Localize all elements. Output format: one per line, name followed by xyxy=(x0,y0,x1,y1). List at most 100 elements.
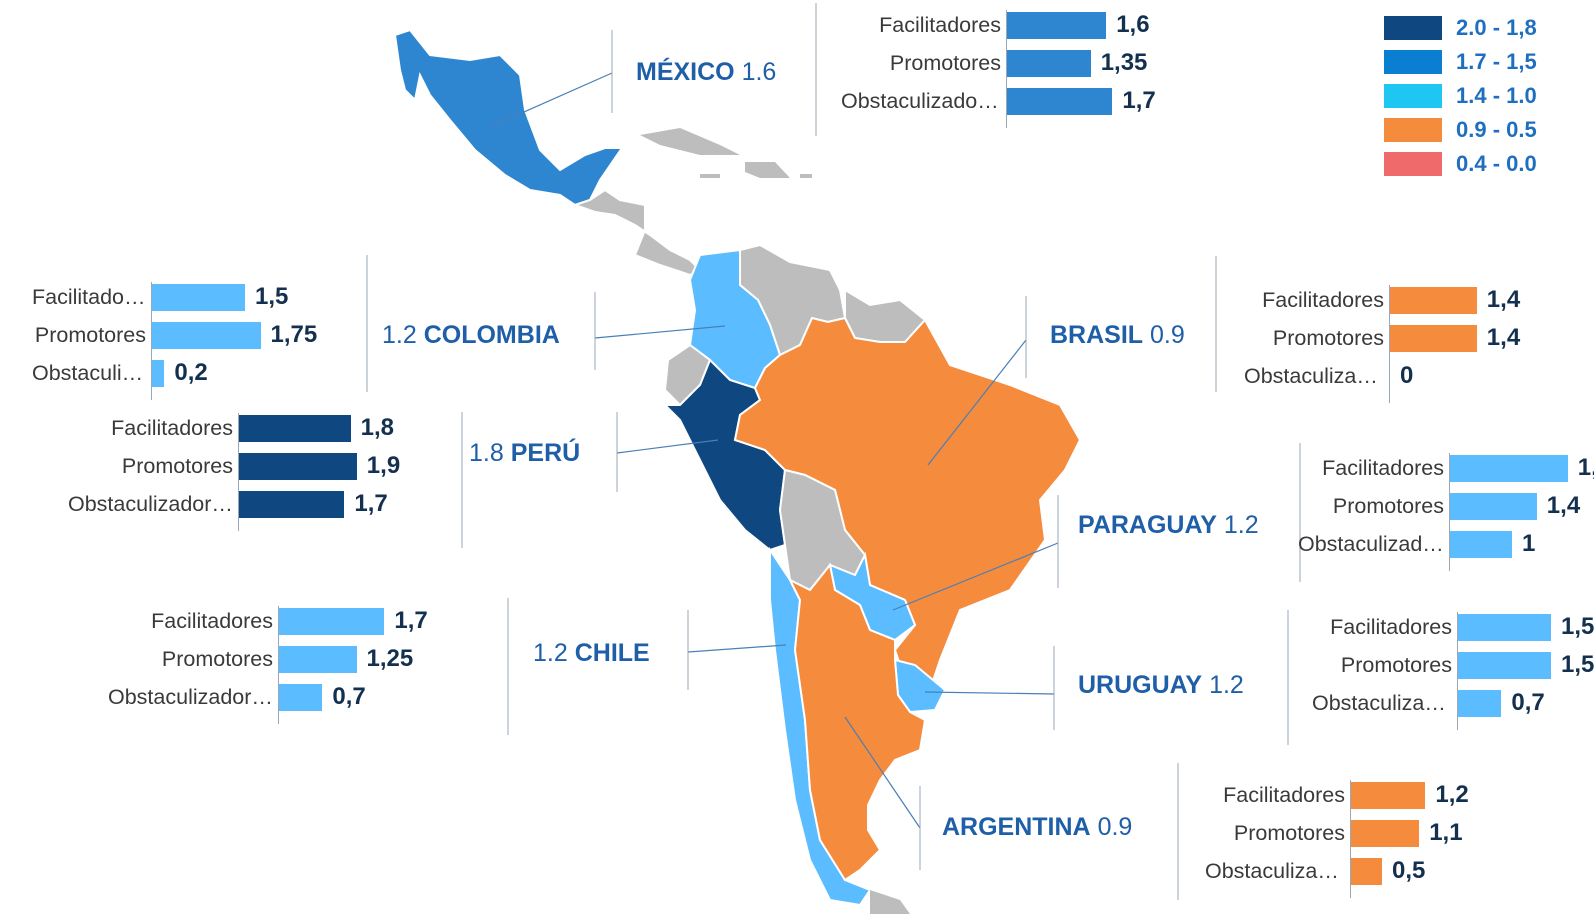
bar-value: 1,8 xyxy=(360,414,394,441)
legend-swatch xyxy=(1384,152,1442,176)
bar xyxy=(1450,531,1512,558)
bar-value: 0 xyxy=(1400,362,1414,389)
panel-axis xyxy=(278,606,279,724)
country-name: ARGENTINA xyxy=(942,813,1091,841)
label-mexico: MÉXICO 1.6 xyxy=(636,57,776,87)
map-region-mexico xyxy=(393,28,624,207)
legend-label: 0.4 - 0.0 xyxy=(1456,151,1537,176)
bar-value: 1,5 xyxy=(255,283,289,310)
bar xyxy=(152,360,165,387)
legend-item: 1.4 - 1.0 xyxy=(1384,82,1594,108)
legend-item: 2.0 - 1,8 xyxy=(1384,14,1594,40)
bar xyxy=(279,646,357,673)
bar xyxy=(1458,614,1551,641)
label-colombia: 1.2 COLOMBIA xyxy=(382,320,560,350)
legend-label: 2.0 - 1,8 xyxy=(1456,15,1537,40)
map-region-hispaniola xyxy=(745,162,790,178)
country-score: 0.9 xyxy=(1097,813,1133,841)
bar-value: 1,5 xyxy=(1561,613,1594,640)
bar xyxy=(1351,858,1382,885)
bar-label: Facilitadores xyxy=(151,609,273,633)
bar xyxy=(1450,493,1537,520)
bar-value: 1,4 xyxy=(1486,286,1521,313)
bar-label: Promotores xyxy=(34,323,146,347)
panel-axis xyxy=(238,413,239,531)
map-region-islands-2 xyxy=(800,174,812,178)
map-region-argentina xyxy=(787,562,927,882)
leader-mexico xyxy=(489,72,613,128)
label-argentina: ARGENTINA 0.9 xyxy=(942,812,1132,842)
panel-axis xyxy=(151,282,152,400)
bar xyxy=(1450,455,1568,482)
bar-value: 1,1 xyxy=(1429,819,1463,846)
legend-label: 1.7 - 1,5 xyxy=(1456,49,1537,74)
bar xyxy=(1351,782,1426,809)
label-brasil: BRASIL 0.9 xyxy=(1050,320,1185,350)
bar-label: Promotores xyxy=(889,51,1001,75)
bar-label: Obstaculizadores xyxy=(1298,532,1444,556)
bar-value: 1,4 xyxy=(1546,492,1581,519)
bar-label: Obstaculizadores xyxy=(108,685,273,709)
bar-label: Facilitadores xyxy=(879,13,1001,37)
bar-value: 1 xyxy=(1522,530,1536,557)
bar-label: Obstaculizadores xyxy=(1244,364,1384,388)
country-name: PERÚ xyxy=(510,439,581,467)
country-name: BRASIL xyxy=(1050,321,1144,349)
bar-label: Promotores xyxy=(121,454,233,478)
bar-value: 1,4 xyxy=(1486,324,1521,351)
country-score: 1.2 xyxy=(382,321,417,349)
bar-label: Facilitadores xyxy=(1322,456,1444,480)
bar xyxy=(239,491,345,518)
bar xyxy=(1351,820,1420,847)
label-uruguay: URUGUAY 1.2 xyxy=(1078,670,1244,700)
bar-value: 1,75 xyxy=(270,321,318,348)
panel-axis xyxy=(1389,285,1390,403)
legend-swatch xyxy=(1384,84,1442,108)
country-name: PARAGUAY xyxy=(1078,511,1217,539)
leader-paraguay xyxy=(892,542,1059,611)
bar-value: 1,7 xyxy=(354,490,388,517)
country-score: 0.9 xyxy=(1150,321,1185,349)
bar xyxy=(1390,325,1477,352)
legend-item: 0.9 - 0.5 xyxy=(1384,116,1594,142)
country-score: 1.8 xyxy=(469,439,504,467)
bar-label: Obstaculizadores xyxy=(1205,859,1345,883)
panel-axis xyxy=(1350,780,1351,898)
country-score: 1.2 xyxy=(1223,511,1259,539)
country-name: CHILE xyxy=(574,639,650,667)
bar-value: 1,6 xyxy=(1116,11,1150,38)
bar-label: Promotores xyxy=(1233,821,1345,845)
bar-label: Facilitadores xyxy=(1330,615,1452,639)
bar-label: Facilitadores xyxy=(1223,783,1345,807)
legend-swatch xyxy=(1384,50,1442,74)
bar-value: 0,5 xyxy=(1392,857,1426,884)
bar xyxy=(1007,88,1113,115)
leader-lines xyxy=(489,72,1059,829)
bar-value: 0,2 xyxy=(174,359,208,386)
label-dividers xyxy=(366,3,1301,900)
bar xyxy=(279,684,323,711)
bar-value: 1,7 xyxy=(1122,87,1156,114)
country-score: 1.2 xyxy=(533,639,568,667)
leader-uruguay xyxy=(924,691,1055,695)
bar xyxy=(152,322,261,349)
label-chile: 1.2 CHILE xyxy=(533,638,650,668)
country-name: COLOMBIA xyxy=(423,321,560,349)
bar-value: 1,2 xyxy=(1435,781,1469,808)
country-name: MÉXICO xyxy=(636,58,735,86)
bar-value: 0,7 xyxy=(332,683,366,710)
bar-value: 1,5 xyxy=(1561,651,1594,678)
panel-axis xyxy=(1457,612,1458,730)
bar-label: Promotores xyxy=(161,647,273,671)
bar-label: Facilitadores xyxy=(1262,288,1384,312)
bar-label: Obstaculizadores xyxy=(68,492,233,516)
bar-label: Obstaculizadores xyxy=(32,361,146,385)
label-peru: 1.8 PERÚ xyxy=(469,438,580,468)
legend-label: 1.4 - 1.0 xyxy=(1456,83,1537,108)
bar-label: Obstaculizadores xyxy=(841,89,1001,113)
label-paraguay: PARAGUAY 1.2 xyxy=(1078,510,1259,540)
leader-chile xyxy=(687,644,787,653)
bar-label: Facilitadores xyxy=(32,285,146,309)
leader-argentina xyxy=(844,716,921,829)
